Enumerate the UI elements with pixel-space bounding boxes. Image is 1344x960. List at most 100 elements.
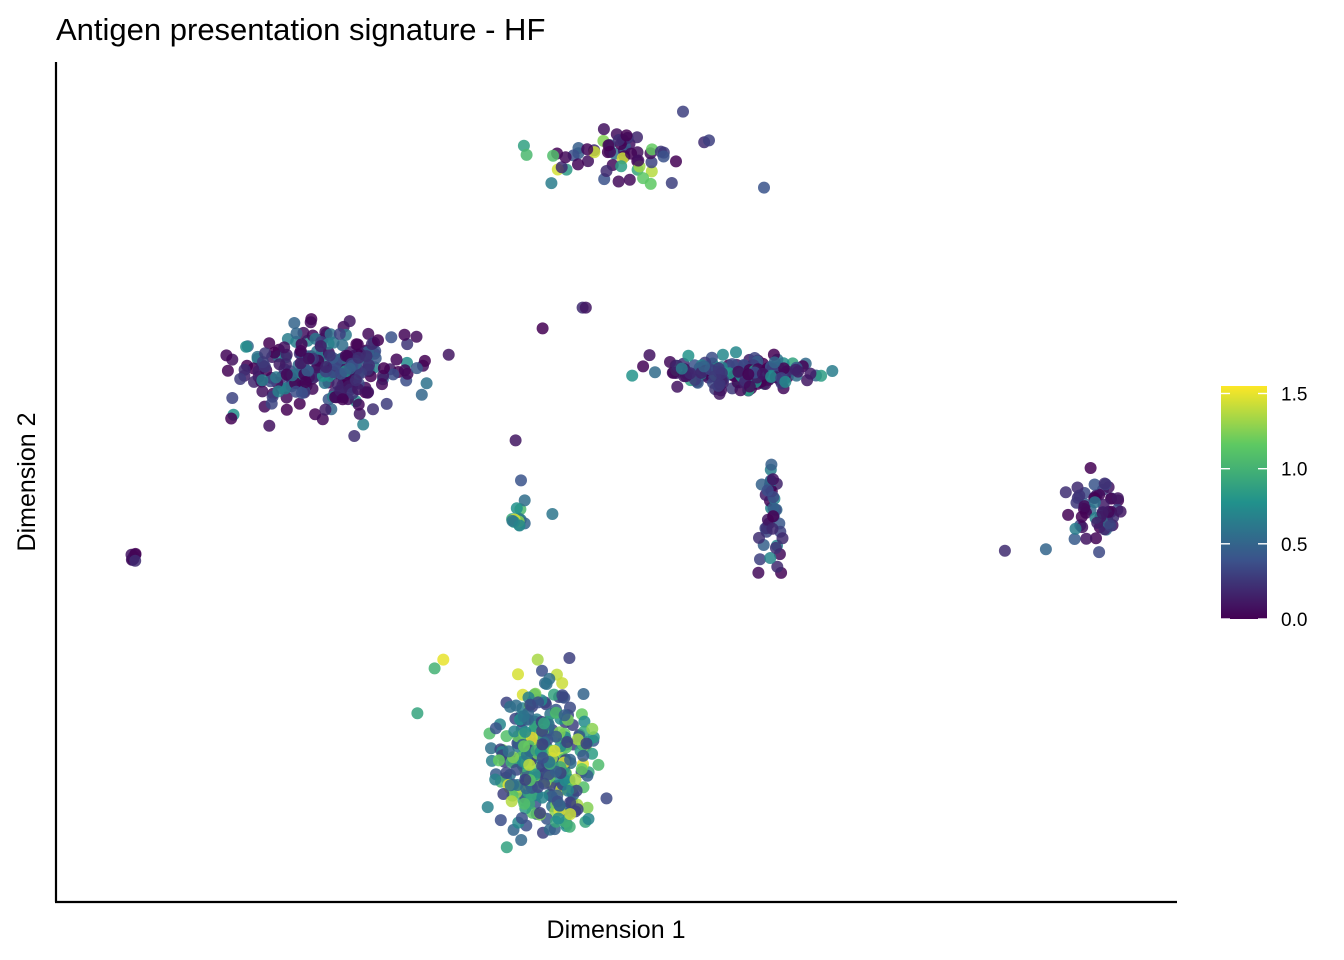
scatter-point	[314, 340, 327, 353]
scatter-point	[517, 139, 530, 152]
scatter-point	[280, 368, 293, 381]
scatter-point	[502, 745, 515, 758]
scatter-point	[586, 722, 599, 735]
scatter-point	[536, 322, 549, 335]
scatter-point	[563, 820, 576, 833]
scatter-point	[362, 327, 375, 340]
scatter-point	[410, 362, 423, 375]
scatter-point	[536, 664, 548, 677]
scatter-point	[437, 653, 450, 666]
scatter-point	[304, 316, 317, 329]
scatter-point	[555, 161, 568, 174]
scatter-point	[558, 709, 571, 722]
scatter-point	[1039, 543, 1052, 556]
scatter-point	[552, 812, 565, 825]
scatter-point	[518, 740, 530, 753]
scatter-point	[732, 365, 745, 378]
scatter-point	[293, 397, 306, 410]
scatter-point	[508, 725, 521, 738]
scatter-point	[536, 738, 549, 751]
scatter-point	[226, 392, 239, 404]
scatter-point	[524, 698, 537, 711]
scatter-point	[411, 707, 424, 720]
scatter-point	[319, 403, 332, 416]
scatter-point	[349, 374, 362, 387]
colorbar-tick-label: 1.0	[1281, 460, 1307, 481]
scatter-point	[612, 175, 625, 188]
scatter-point	[580, 737, 593, 750]
scatter-point	[510, 763, 523, 776]
colorbar-tick-label: 0.0	[1281, 610, 1307, 631]
points-layer	[125, 105, 1127, 854]
scatter-point	[1073, 489, 1086, 502]
scatter-point	[263, 337, 276, 350]
scatter-point	[497, 788, 510, 800]
scatter-point	[240, 340, 253, 353]
scatter-point	[515, 812, 528, 825]
scatter-point	[536, 751, 549, 764]
scatter-point	[768, 356, 781, 369]
scatter-point	[1078, 500, 1091, 513]
scatter-point	[336, 339, 349, 352]
scatter-point	[1075, 510, 1088, 523]
scatter-point	[1080, 532, 1093, 545]
scatter-point	[712, 362, 725, 375]
y-axis-label: Dimension 2	[13, 413, 41, 552]
scatter-point	[677, 105, 689, 118]
scatter-point	[682, 349, 695, 362]
scatter-point	[500, 841, 513, 854]
scatter-point	[771, 560, 784, 573]
scatter-point	[1090, 532, 1102, 545]
scatter-point	[698, 360, 710, 373]
scatter-point	[380, 397, 393, 410]
scatter-point	[1091, 516, 1104, 529]
scatter-point	[561, 736, 574, 748]
scatter-point	[294, 357, 307, 370]
scatter-point	[336, 393, 349, 406]
scatter-point	[789, 363, 802, 376]
scatter-point	[225, 412, 238, 425]
scatter-point	[575, 763, 588, 775]
scatter-point	[562, 784, 574, 797]
scatter-point	[531, 653, 544, 666]
scatter-point	[320, 361, 333, 373]
scatter-point	[776, 532, 789, 545]
scatter-point	[1114, 505, 1127, 518]
scatter-point	[547, 149, 560, 162]
scatter-point	[234, 373, 247, 385]
scatter-point	[1098, 477, 1111, 490]
scatter-point	[578, 715, 591, 728]
scatter-point	[579, 301, 592, 314]
scatter-point	[361, 386, 374, 399]
scatter-point	[505, 795, 518, 808]
scatter-point	[550, 730, 562, 743]
scatter-point	[333, 328, 346, 340]
scatter-point	[769, 541, 782, 554]
scatter-point	[1062, 508, 1075, 521]
scatter-point	[556, 677, 569, 690]
scatter-point	[259, 347, 272, 360]
scatter-point	[615, 160, 628, 173]
scatter-point	[1111, 492, 1124, 505]
scatter-point	[767, 473, 779, 486]
scatter-point	[766, 522, 779, 535]
scatter-point	[390, 353, 403, 366]
scatter-point	[512, 668, 524, 681]
scatter-point	[1093, 546, 1106, 559]
scatter-point	[767, 510, 780, 523]
scatter-point	[670, 155, 682, 168]
scatter-point	[481, 801, 494, 814]
scatter-point	[577, 749, 590, 762]
scatter-point	[485, 742, 497, 755]
scatter-point	[509, 434, 522, 447]
scatter-point	[398, 364, 411, 377]
scatter-point	[513, 519, 526, 532]
scatter-point	[350, 338, 363, 351]
scatter-point	[532, 781, 544, 793]
scatter-point	[518, 494, 531, 507]
scatter-point	[263, 419, 276, 432]
scatter-point	[489, 722, 502, 735]
scatter-point	[520, 148, 533, 161]
scatter-point	[534, 807, 546, 819]
scatter-point	[401, 338, 414, 351]
